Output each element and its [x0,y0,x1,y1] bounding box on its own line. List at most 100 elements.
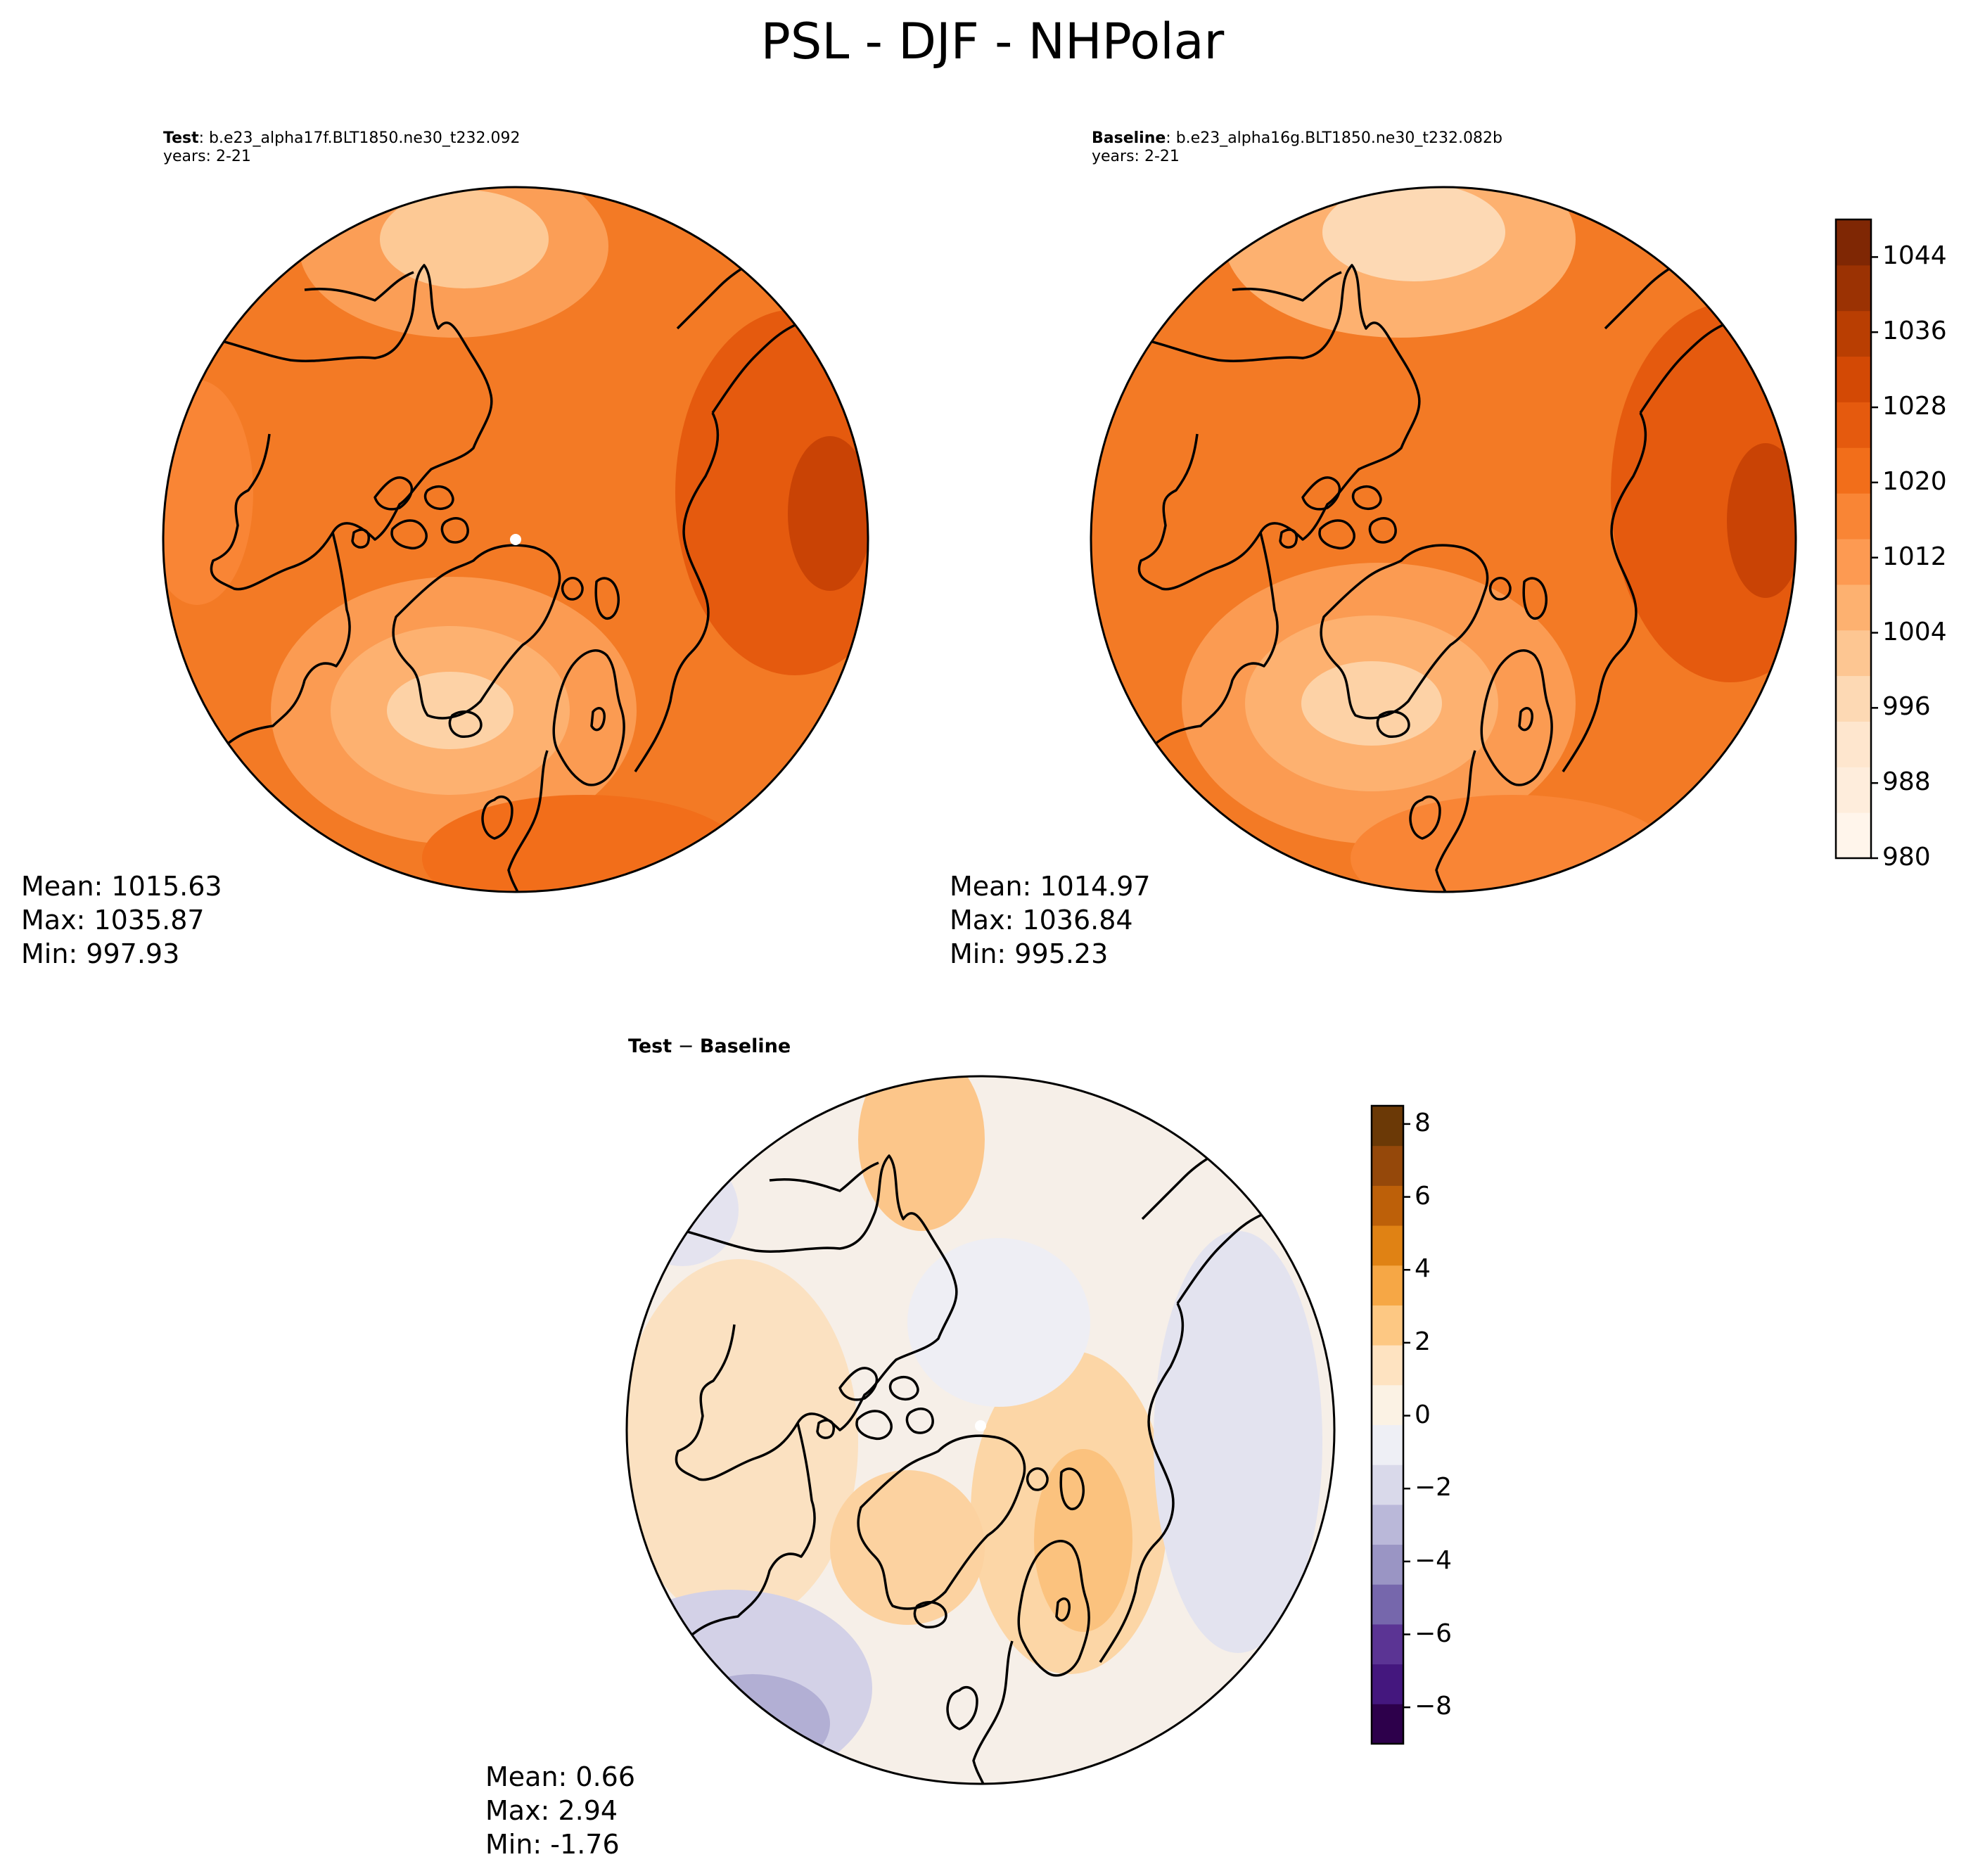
test-field-west [163,380,253,605]
test-stats: Mean: 1015.63 Max: 1035.87 Min: 997.93 [21,869,222,971]
psl-colorbar-segment [1836,447,1871,494]
diff-colorbar-segment [1372,1185,1403,1226]
psl-colorbar-tick-label: 1028 [1882,392,1947,421]
test-label: Test [163,129,199,147]
baseline-max: Max: 1036.84 [950,905,1133,936]
diff-field-southwest-negative [627,1590,872,1784]
baseline-map-boundary [1090,186,1797,893]
diff-colorbar-segment [1372,1623,1403,1665]
diff-colorbar-segment [1372,1225,1403,1266]
diff-colorbar-tick-label: 0 [1415,1400,1431,1429]
diff-colorbar-segment [1372,1504,1403,1545]
test-map-boundary [162,186,869,893]
psl-colorbar-tick-label: 980 [1882,843,1931,872]
psl-colorbar-segment [1836,812,1871,859]
diff-field-greenland-positive [830,1470,985,1625]
psl-colorbar-tick-label: 996 [1882,692,1931,722]
baseline-stats: Mean: 1014.97 Max: 1036.84 Min: 995.23 [950,869,1151,971]
psl-colorbar-segment [1836,539,1871,585]
diff-colorbar-segment [1372,1544,1403,1585]
baseline-map [1091,187,1796,892]
diff-colorbar [1370,1104,1410,1745]
diff-field-southwest-core [675,1674,830,1773]
diff-map-boundary [625,1075,1336,1785]
diff-colorbar-segment [1372,1145,1403,1186]
psl-colorbar-segment [1836,356,1871,402]
test-max: Max: 1035.87 [21,905,205,936]
test-map [163,187,868,892]
diff-colorbar-segment [1372,1704,1403,1744]
diff-colorbar-segment [1372,1305,1403,1346]
baseline-case: : b.e23_alpha16g.BLT1850.ne30_t232.082b [1166,129,1502,147]
baseline-years: years: 2-21 [1092,148,1180,165]
diff-field-arctic-neutral [907,1238,1090,1407]
diff-colorbar-tick-label: −8 [1415,1692,1453,1721]
psl-colorbar-segment [1836,630,1871,677]
baseline-mean: Mean: 1014.97 [950,871,1151,902]
baseline-header: Baseline: b.e23_alpha16g.BLT1850.ne30_t2… [1092,129,1502,166]
test-field-low-north-core [380,190,549,288]
diff-colorbar-tick-label: 2 [1415,1327,1431,1356]
diff-max: Max: 2.94 [485,1795,618,1826]
test-pole-marker [510,534,521,545]
test-field-south [422,795,746,892]
baseline-field-south [1351,795,1674,892]
psl-colorbar-frame [1834,218,1872,860]
psl-colorbar-tick-label: 1004 [1882,617,1947,646]
diff-colorbar-segment [1372,1465,1403,1505]
diff-colorbar-segment [1372,1106,1403,1147]
diff-title-baseline: Baseline [699,1035,791,1057]
psl-colorbar-segment [1836,493,1871,540]
diff-map [627,1076,1334,1784]
psl-colorbar-tick-label: 988 [1882,767,1931,797]
test-years: years: 2-21 [163,148,251,165]
diff-colorbar-tick-label: 8 [1415,1108,1431,1137]
diff-colorbar-segment [1372,1265,1403,1306]
test-min: Min: 997.93 [21,938,180,969]
test-header: Test: b.e23_alpha17f.BLT1850.ne30_t232.0… [163,129,520,166]
diff-colorbar-segment [1372,1584,1403,1625]
figure-title: PSL - DJF - NHPolar [760,13,1225,70]
psl-colorbar [1834,218,1878,860]
psl-colorbar-segment [1836,767,1871,813]
diff-field-northwest-negative [627,1154,739,1266]
diff-colorbar-segment [1372,1664,1403,1704]
psl-colorbar-segment [1836,264,1871,312]
psl-colorbar-segment [1836,675,1871,722]
psl-colorbar-tick-label: 1012 [1882,542,1947,571]
baseline-field-high-east-core [1727,443,1796,598]
test-field-icelandic-core [387,672,513,749]
diff-colorbar-segment [1372,1384,1403,1425]
diff-pole-marker [975,1420,986,1431]
baseline-min: Min: 995.23 [950,938,1109,969]
test-mean: Mean: 1015.63 [21,871,222,902]
psl-colorbar-tick-label: 1036 [1882,317,1947,346]
diff-colorbar-tick-label: −4 [1415,1545,1453,1575]
test-field-high-east-core [788,436,868,591]
diff-colorbar-segment [1372,1424,1403,1465]
psl-colorbar-segment [1836,584,1871,631]
baseline-field-icelandic-core [1301,661,1442,746]
diff-mean: Mean: 0.66 [485,1761,636,1792]
psl-colorbar-segment [1836,402,1871,448]
diff-min: Min: -1.76 [485,1829,620,1860]
psl-colorbar-tick-label: 1020 [1882,466,1947,496]
diff-colorbar-tick-label: −2 [1415,1473,1453,1502]
diff-title-sep: − [672,1035,700,1057]
baseline-label: Baseline [1092,129,1166,147]
diff-title-test: Test [628,1035,672,1057]
diff-title: Test − Baseline [628,1035,791,1057]
diff-colorbar-tick-label: −6 [1415,1619,1453,1648]
diff-colorbar-frame [1370,1104,1405,1745]
psl-colorbar-segment [1836,310,1871,357]
diff-stats: Mean: 0.66 Max: 2.94 Min: -1.76 [485,1760,635,1861]
diff-field-scandinavia-core [1034,1449,1132,1632]
diff-colorbar-tick-label: 4 [1415,1254,1431,1284]
diff-field-east-negative [1154,1231,1322,1653]
diff-colorbar-segment [1372,1345,1403,1386]
test-case: : b.e23_alpha17f.BLT1850.ne30_t232.092 [198,129,521,147]
psl-colorbar-tick-label: 1044 [1882,241,1947,271]
diff-colorbar-tick-label: 6 [1415,1181,1431,1211]
psl-colorbar-segment [1836,721,1871,767]
